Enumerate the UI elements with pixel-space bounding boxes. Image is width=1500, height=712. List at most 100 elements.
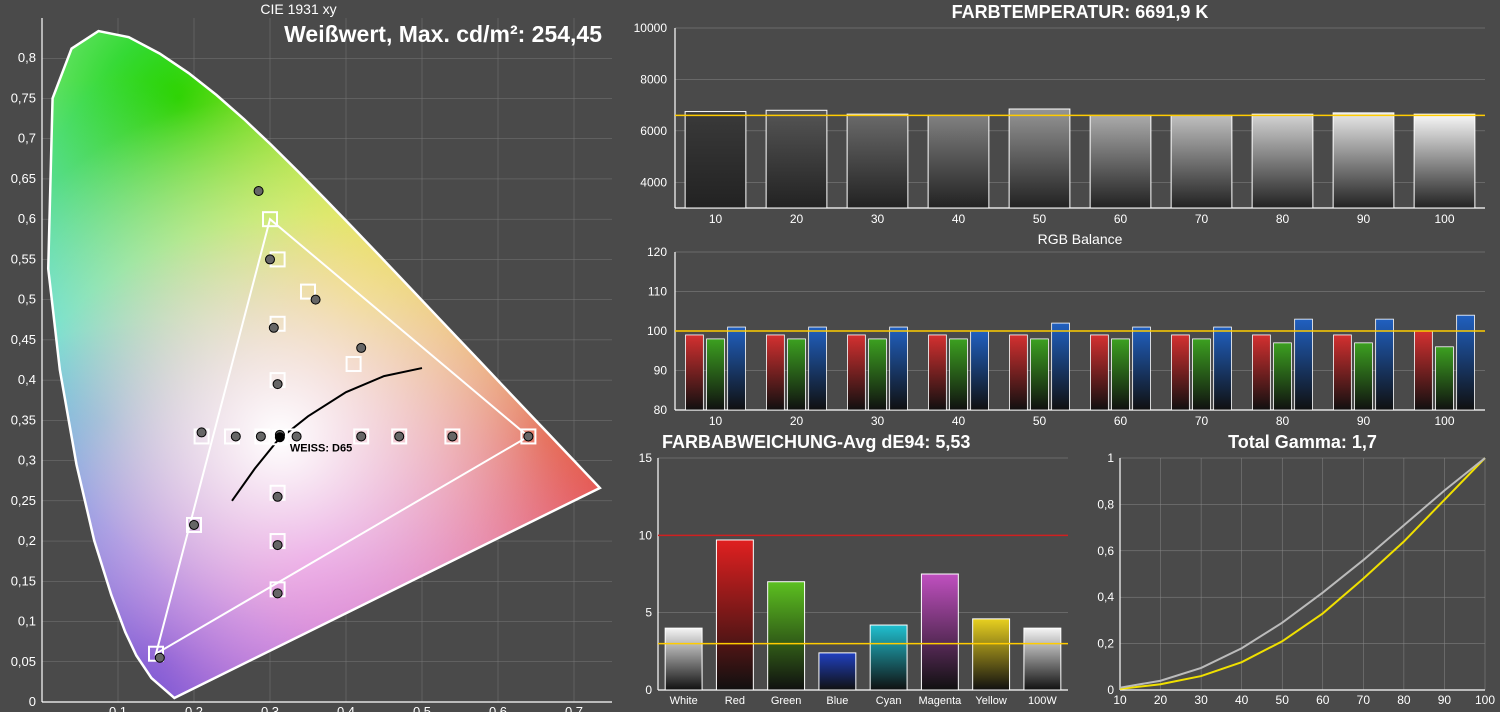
- ct-bar: [1252, 114, 1313, 208]
- svg-text:20: 20: [790, 212, 804, 226]
- svg-text:1: 1: [1107, 451, 1114, 465]
- deviation-bar: [716, 540, 753, 690]
- svg-text:0,2: 0,2: [1097, 637, 1114, 651]
- rgb-bar: [1052, 323, 1070, 410]
- svg-text:0,5: 0,5: [413, 704, 431, 712]
- deviation-bar: [921, 574, 958, 690]
- rgb-bar: [1436, 347, 1454, 410]
- svg-text:0,4: 0,4: [18, 372, 36, 387]
- rgb-bar: [1091, 335, 1109, 410]
- rgb-balance-chart: RGB Balance80901001101201020304050607080…: [620, 230, 1500, 430]
- ct-bar: [1333, 113, 1394, 208]
- rgb-bar: [1415, 331, 1433, 410]
- svg-text:40: 40: [952, 414, 966, 428]
- svg-text:60: 60: [1114, 414, 1128, 428]
- svg-text:0,5: 0,5: [18, 292, 36, 307]
- rgb-bar: [686, 335, 704, 410]
- svg-text:4000: 4000: [640, 175, 667, 189]
- svg-text:80: 80: [654, 403, 668, 417]
- rgb-bar: [788, 339, 806, 410]
- rgb-bar: [1295, 319, 1313, 410]
- gamma-curve-reference: [1120, 458, 1485, 688]
- svg-text:0,3: 0,3: [261, 704, 279, 712]
- rgb-bar: [971, 331, 989, 410]
- svg-text:100W: 100W: [1028, 695, 1057, 707]
- rgb-bar: [848, 335, 866, 410]
- svg-text:50: 50: [1033, 414, 1047, 428]
- svg-text:0,1: 0,1: [109, 704, 127, 712]
- svg-text:0,6: 0,6: [489, 704, 507, 712]
- rgb-bar: [1214, 327, 1232, 410]
- svg-text:100: 100: [1434, 212, 1454, 226]
- svg-text:110: 110: [648, 285, 667, 299]
- svg-text:120: 120: [647, 245, 667, 259]
- deviation-bar: [973, 619, 1010, 690]
- deviation-bar: [1024, 628, 1061, 690]
- svg-text:90: 90: [1357, 212, 1371, 226]
- svg-text:0,7: 0,7: [18, 131, 36, 146]
- rgb-bar: [890, 327, 908, 410]
- svg-text:0,35: 0,35: [11, 412, 36, 427]
- svg-text:70: 70: [1195, 212, 1209, 226]
- svg-text:Magenta: Magenta: [918, 695, 962, 707]
- cie-subtitle: Weißwert, Max. cd/m²: 254,45: [284, 21, 602, 47]
- svg-text:90: 90: [654, 364, 668, 378]
- whitepoint-label: WEISS: D65: [290, 442, 352, 454]
- rgb-bar: [1376, 319, 1394, 410]
- rgb-bar: [707, 339, 725, 410]
- svg-text:70: 70: [1357, 693, 1371, 707]
- svg-text:6000: 6000: [640, 124, 667, 138]
- cie-chromaticity-panel: 0,10,20,30,40,50,60,70,050,10,150,20,250…: [0, 0, 620, 712]
- svg-text:70: 70: [1195, 414, 1209, 428]
- rgb-bar: [1010, 335, 1028, 410]
- deviation-bar: [768, 582, 805, 690]
- rgb-bar: [1253, 335, 1271, 410]
- svg-text:50: 50: [1276, 693, 1290, 707]
- svg-text:20: 20: [1154, 693, 1168, 707]
- rgb-bar: [1457, 315, 1475, 410]
- svg-text:60: 60: [1316, 693, 1330, 707]
- gamma-chart: Total Gamma: 1,700,20,40,60,811020304050…: [1080, 430, 1500, 712]
- ct-bar: [1009, 109, 1070, 208]
- svg-text:15: 15: [639, 451, 653, 465]
- svg-text:40: 40: [1235, 693, 1249, 707]
- svg-text:10000: 10000: [634, 21, 668, 35]
- svg-text:40: 40: [952, 212, 966, 226]
- right-charts-panel: FARBTEMPERATUR: 6691,9 K4000600080001000…: [620, 0, 1500, 712]
- ct-bar: [1171, 115, 1232, 208]
- svg-text:0,25: 0,25: [11, 493, 36, 508]
- svg-text:30: 30: [871, 212, 885, 226]
- svg-text:0,3: 0,3: [18, 453, 36, 468]
- svg-text:90: 90: [1357, 414, 1371, 428]
- ct-bar: [685, 112, 746, 208]
- deviation-bar: [870, 625, 907, 690]
- svg-text:100: 100: [1475, 693, 1495, 707]
- svg-text:0,8: 0,8: [18, 50, 36, 65]
- svg-text:100: 100: [647, 324, 667, 338]
- rgb-bar: [1133, 327, 1151, 410]
- rgb-bar: [1112, 339, 1130, 410]
- svg-text:0,6: 0,6: [1097, 544, 1114, 558]
- deviation-bar: [819, 653, 856, 690]
- rgb-bar: [1193, 339, 1211, 410]
- svg-text:0,6: 0,6: [18, 211, 36, 226]
- svg-text:White: White: [670, 695, 698, 707]
- svg-text:Cyan: Cyan: [876, 695, 902, 707]
- rgb-bar: [1355, 343, 1373, 410]
- cie-chromaticity-chart: 0,10,20,30,40,50,60,70,050,10,150,20,250…: [0, 0, 620, 712]
- color-temperature-chart: FARBTEMPERATUR: 6691,9 K4000600080001000…: [620, 0, 1500, 230]
- svg-text:30: 30: [1194, 693, 1208, 707]
- gamma-title: Total Gamma: 1,7: [1228, 432, 1377, 452]
- svg-text:0,2: 0,2: [18, 533, 36, 548]
- rgb-title: RGB Balance: [1038, 231, 1123, 247]
- rgb-bar: [767, 335, 785, 410]
- deviation-title: FARBABWEICHUNG-Avg dE94: 5,53: [662, 432, 970, 452]
- svg-text:90: 90: [1438, 693, 1452, 707]
- svg-text:50: 50: [1033, 212, 1047, 226]
- svg-text:0,15: 0,15: [11, 573, 36, 588]
- svg-text:Blue: Blue: [826, 695, 848, 707]
- svg-text:0,8: 0,8: [1097, 497, 1114, 511]
- ct-title: FARBTEMPERATUR: 6691,9 K: [952, 2, 1209, 22]
- svg-text:80: 80: [1276, 212, 1290, 226]
- svg-text:80: 80: [1397, 693, 1411, 707]
